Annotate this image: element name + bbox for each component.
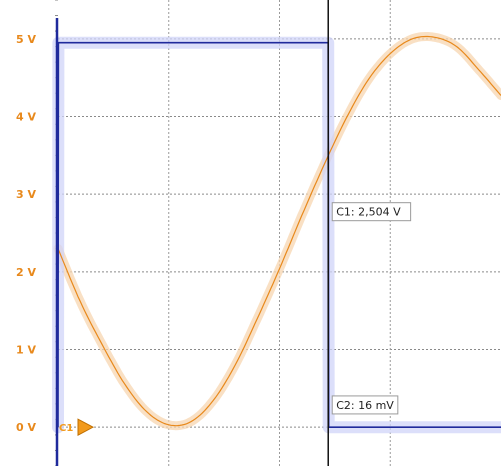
- trigger-label: C1: [59, 423, 73, 434]
- y-axis-labels: 5 V 4 V 3 V 2 V 1 V 0 V: [16, 33, 36, 434]
- cursor-readout-c2: C2: 16 mV: [331, 395, 399, 415]
- trace-c1: [57, 35, 501, 427]
- readout-box: [331, 202, 412, 222]
- cursor-readout-c1: C1: 2,504 V: [331, 202, 412, 222]
- cursor-readouts: C1: 2,504 V C2: 16 mV: [331, 202, 412, 415]
- y-tick-label: 3 V: [16, 188, 36, 201]
- grid: [55, 0, 501, 466]
- y-tick-label: 2 V: [16, 266, 36, 279]
- trigger-marker[interactable]: C1: [59, 418, 95, 437]
- y-tick-label: 1 V: [16, 344, 36, 357]
- trace-band-c1: [53, 32, 501, 431]
- y-tick-label: 5 V: [16, 33, 36, 46]
- readout-box: [331, 395, 399, 415]
- readout-text: C2: 16 mV: [336, 399, 394, 412]
- readout-text: C1: 2,504 V: [336, 206, 401, 219]
- trigger-arrow-icon[interactable]: [77, 418, 95, 437]
- y-tick-label: 0 V: [16, 421, 36, 434]
- y-tick-label: 4 V: [16, 111, 36, 124]
